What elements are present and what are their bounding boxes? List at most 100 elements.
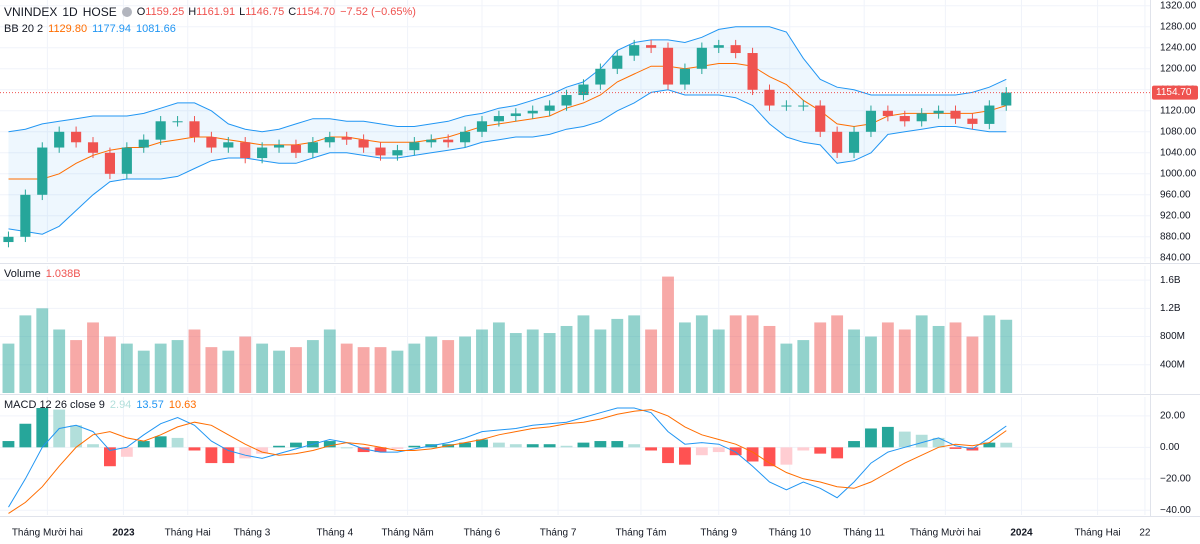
last-price-tag (1152, 85, 1198, 100)
candle-body (595, 68, 606, 85)
volume-bar (915, 315, 928, 393)
volume-bar (695, 315, 708, 393)
histogram-bar (746, 447, 759, 462)
volume-bar (831, 315, 844, 393)
volume-bar (239, 336, 252, 393)
volume-bar (560, 325, 573, 393)
volume-bar (442, 340, 455, 393)
macd-title[interactable]: MACD 12 26 close 9 (4, 399, 105, 411)
candle-body (713, 45, 724, 48)
histogram-bar (340, 447, 353, 449)
indicator-name[interactable]: BB 20 2 (4, 23, 44, 35)
candle-body (290, 144, 302, 153)
histogram-bar (712, 447, 725, 453)
candle-body (121, 147, 132, 174)
histogram-bar (763, 447, 776, 467)
candle-body (223, 142, 234, 148)
y-tick-label: 1320.00 (1160, 0, 1197, 11)
volume-bar (222, 350, 235, 393)
interval[interactable]: 1D (62, 5, 78, 19)
volume-bar (898, 329, 911, 393)
bb-line (8, 63, 1007, 180)
y-tick-label: 20.00 (1160, 411, 1185, 422)
histogram-bar (645, 447, 658, 451)
volume-bar (256, 343, 269, 393)
histogram-bar (983, 442, 996, 448)
volume-bar (205, 347, 218, 393)
candle-body (37, 147, 48, 195)
y-tick-label: 0.00 (1160, 442, 1180, 453)
histogram-bar (932, 437, 945, 448)
bb-value: 1129.80 (48, 23, 88, 35)
x-tick-label: Tháng 4 (317, 528, 354, 539)
histogram-bar (154, 436, 167, 448)
candle-body (984, 105, 995, 124)
volume-bar (154, 343, 167, 393)
symbol[interactable]: VNINDEX (4, 5, 58, 19)
volume-bar (797, 340, 810, 393)
candle-body (832, 131, 843, 153)
volume-bar (881, 322, 894, 393)
volume-bar (594, 329, 607, 393)
candle-body (815, 105, 826, 132)
candle-body (358, 139, 369, 148)
histogram-bar (915, 434, 928, 448)
volume-bar (628, 315, 641, 393)
candle-body (950, 110, 961, 119)
histogram-bar (120, 447, 133, 457)
candle-body (476, 121, 488, 132)
histogram-bar (628, 444, 641, 448)
volume-bar (865, 336, 877, 393)
candle-body (578, 84, 589, 96)
candle-body (848, 131, 860, 153)
histogram-bar (357, 447, 370, 453)
volume-bar (712, 329, 725, 393)
candle-body (510, 113, 521, 117)
histogram-bar (239, 447, 252, 459)
x-tick-label: Tháng Mười hai (910, 528, 981, 539)
histogram-bar (662, 447, 674, 464)
volume-bar (814, 322, 827, 393)
x-tick-label: Tháng Tám (615, 528, 666, 539)
candle-body (798, 105, 809, 107)
candle-body (240, 142, 251, 159)
ohlc-item: C1154.70 (288, 6, 335, 18)
candle-body (933, 110, 944, 114)
candle-body (493, 116, 504, 122)
candle-body (865, 110, 877, 132)
histogram-bar (560, 445, 573, 448)
histogram-bar (492, 442, 505, 448)
y-tick-label: 1.6B (1160, 275, 1181, 286)
volume-bar (932, 325, 945, 393)
y-tick-label: 840.00 (1160, 252, 1191, 263)
volume-value: 1.038B (45, 268, 81, 280)
volume-bar (120, 343, 133, 393)
x-tick-label: Tháng 9 (700, 528, 737, 539)
macd-value: 13.57 (136, 399, 164, 411)
ohlc-value: 1154.70 (296, 6, 336, 18)
histogram-bar (70, 425, 83, 448)
volume-bar (425, 336, 438, 393)
candle-body (273, 144, 285, 148)
bb-line (8, 26, 1007, 133)
candle-body (206, 137, 217, 148)
candle-body (172, 121, 183, 123)
volume-title[interactable]: Volume (4, 268, 41, 280)
candle-body (3, 236, 14, 243)
volume-bar (476, 329, 488, 393)
histogram-bar (611, 441, 624, 448)
histogram-bar (137, 441, 150, 448)
candle-body (375, 147, 386, 156)
histogram-bar (695, 447, 708, 456)
volume-bar (273, 350, 285, 393)
candle-body (679, 68, 690, 85)
macd-line (8, 407, 1007, 508)
candle-body (443, 139, 454, 143)
y-tick-label: −40.00 (1160, 505, 1191, 516)
y-tick-label: 1040.00 (1160, 147, 1197, 158)
y-tick-label: 880.00 (1160, 231, 1191, 242)
histogram-bar (459, 442, 471, 448)
candle-body (764, 89, 775, 106)
